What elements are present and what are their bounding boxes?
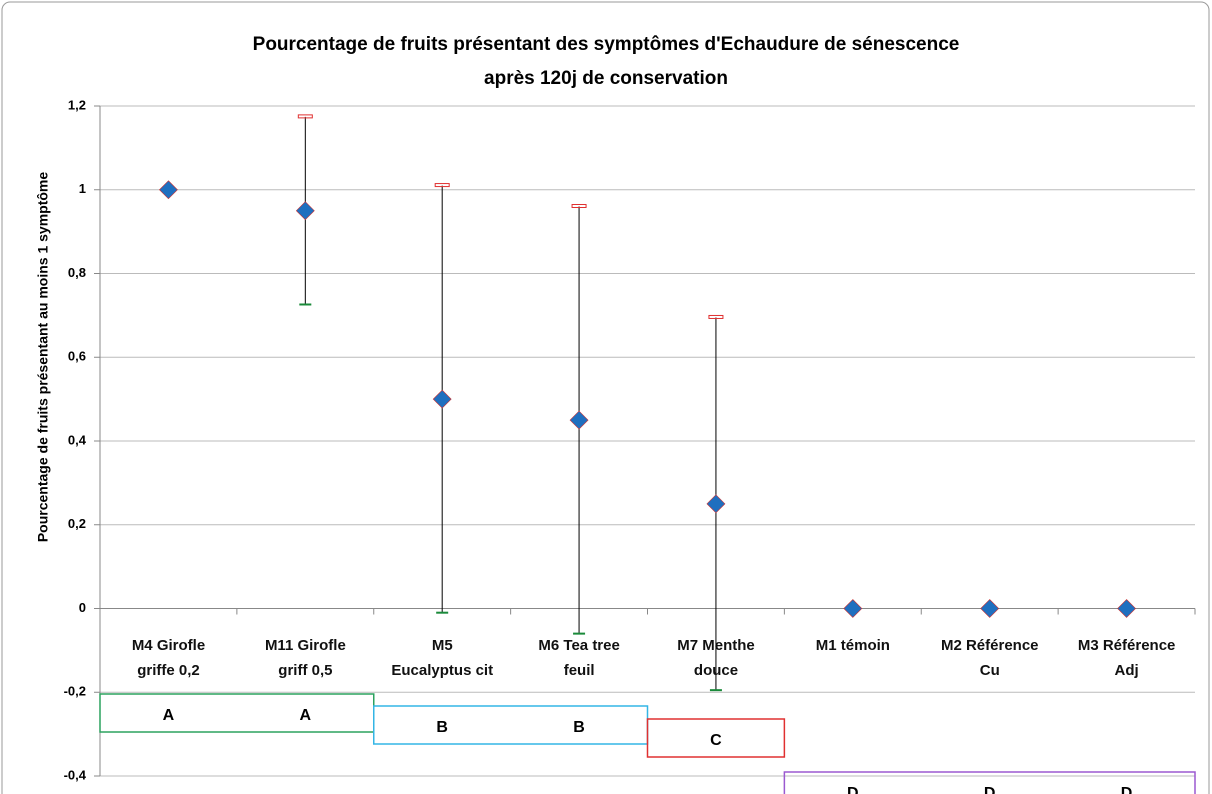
group-label: B <box>573 719 585 736</box>
group-label: B <box>436 719 448 736</box>
group-label: D <box>984 785 996 794</box>
x-tick-label: M1 témoin <box>815 636 890 654</box>
group-label: A <box>163 707 175 724</box>
group-label: D <box>847 785 859 794</box>
group-label: C <box>710 732 722 749</box>
y-tick-label: 0,4 <box>68 432 87 447</box>
y-tick-label: 0,6 <box>68 349 86 364</box>
x-tick-label: M4 Girofle griffe 0,2 <box>131 636 206 679</box>
marker <box>295 201 315 221</box>
group-box <box>99 693 375 733</box>
error-cap-upper <box>434 183 450 188</box>
group-box <box>646 718 786 758</box>
error-cap-lower <box>709 689 722 692</box>
x-tick-label: M5 Eucalyptus cit <box>391 636 494 679</box>
x-tick-label: M7 Menthe douce <box>677 636 755 679</box>
error-cap-upper <box>571 204 587 208</box>
y-axis-label: Pourcentage de fruits présentant au moin… <box>35 172 51 543</box>
y-tick-label: 1 <box>79 181 86 196</box>
marker <box>843 599 863 618</box>
marker <box>569 410 589 430</box>
y-tick-label: -0,4 <box>64 767 87 782</box>
error-cap-lower <box>436 611 449 614</box>
marker <box>1117 599 1136 618</box>
y-tick-label: 0,2 <box>68 516 86 531</box>
y-tick-label: 0 <box>79 600 86 615</box>
chart-title: Pourcentage de fruits présentant des sym… <box>252 34 960 89</box>
error-cap-upper <box>708 314 724 319</box>
marker <box>706 494 726 514</box>
y-tick-label: 1,2 <box>68 97 86 112</box>
error-cap-lower <box>299 303 312 306</box>
marker <box>159 180 178 200</box>
x-tick-label: M3 Référence Adj <box>1077 636 1176 679</box>
error-cap-lower <box>573 632 586 635</box>
y-tick-label: -0,2 <box>64 684 86 699</box>
x-tick-label: M2 Référence Cu <box>940 636 1039 679</box>
x-tick-label: M11 Girofle griff 0,5 <box>264 636 346 679</box>
group-label: A <box>300 707 312 724</box>
group-label: D <box>1121 785 1133 794</box>
group-box <box>373 705 649 745</box>
marker <box>432 389 452 409</box>
x-tick-label: M6 Tea tree feuil <box>538 636 620 679</box>
y-tick-label: 0,8 <box>68 265 86 280</box>
group-box <box>783 771 1196 794</box>
marker <box>980 599 1000 618</box>
error-cap-upper <box>297 114 313 119</box>
